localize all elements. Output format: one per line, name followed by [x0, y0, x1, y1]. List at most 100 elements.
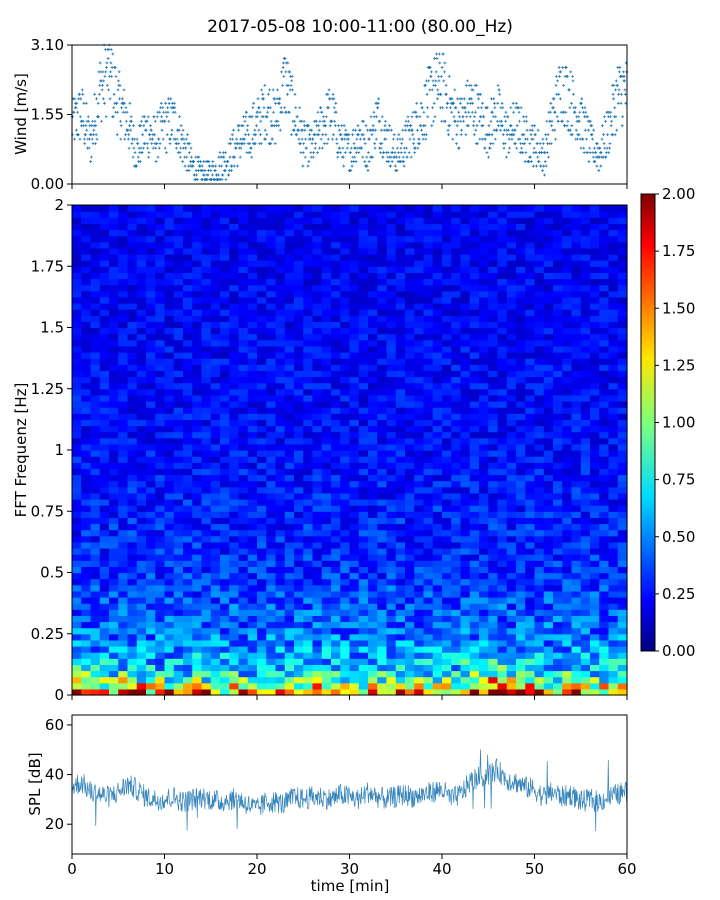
spectrogram-cell	[192, 205, 203, 212]
spectrogram-cell	[201, 670, 212, 678]
spectrogram-cell	[173, 401, 184, 408]
spectrogram-cell	[275, 303, 286, 310]
spectrogram-cell	[395, 309, 406, 316]
wind-point	[81, 119, 85, 123]
spectrogram-cell	[358, 682, 369, 690]
wind-point	[274, 101, 277, 105]
spectrogram-cell	[192, 345, 203, 353]
spectrogram-cell	[220, 437, 230, 445]
spectrogram-cell	[340, 229, 351, 237]
wind-point	[419, 101, 423, 105]
spectrogram-cell	[442, 333, 452, 341]
spectrogram-cell	[442, 229, 452, 237]
spectrogram-cell	[164, 505, 175, 512]
spectrogram-cell	[155, 358, 166, 365]
spectrogram-cell	[164, 315, 175, 322]
wind-point	[566, 119, 570, 123]
spectrogram-cell	[312, 474, 323, 482]
spectrogram-cell	[284, 425, 295, 433]
spectrogram-cell	[460, 670, 471, 678]
spectrogram-cell	[303, 505, 314, 512]
spectrogram-cell	[469, 535, 480, 543]
spectrogram-cell	[340, 327, 351, 335]
spectrogram-cell	[275, 321, 286, 329]
spectrogram-cell	[229, 229, 240, 237]
spectrogram-cell	[229, 474, 240, 482]
spectrogram-cell	[284, 450, 295, 457]
spectrogram-cell	[192, 541, 203, 549]
spectrogram-cell	[127, 296, 138, 304]
spectrogram-cell	[303, 646, 314, 653]
spectrogram-cell	[479, 688, 489, 696]
wind-point	[368, 137, 371, 141]
spectrogram-cell	[349, 394, 360, 402]
spectrogram-cell	[386, 266, 397, 273]
spectrogram-cell	[414, 223, 425, 231]
spectrogram-cell	[146, 450, 156, 457]
spectrogram-cell	[331, 290, 341, 298]
wind-point	[124, 119, 128, 123]
spectrogram-cell	[303, 603, 314, 610]
wind-point	[387, 128, 391, 132]
spectrogram-cell	[358, 505, 369, 512]
spectrogram-cell	[220, 247, 230, 255]
spectrogram-cell	[136, 474, 147, 482]
spectrogram-cell	[451, 413, 462, 420]
wind-point	[553, 110, 557, 114]
spectrogram-cell	[368, 241, 378, 249]
spectrogram-cell	[146, 535, 156, 543]
spectrogram-cell	[294, 419, 304, 427]
spectrogram-cell	[109, 529, 119, 537]
spectrogram-cell	[294, 541, 304, 549]
spectrogram-cell	[469, 621, 480, 629]
spectrogram-cell	[173, 688, 184, 696]
spectrogram-cell	[192, 633, 203, 641]
spectrogram-cell	[368, 284, 378, 292]
spectrogram-cell	[210, 425, 221, 433]
spectrogram-cell	[303, 517, 314, 525]
spectrogram-cell	[294, 407, 304, 414]
spectrogram-cell	[377, 211, 388, 218]
spectrogram-cell	[155, 217, 166, 224]
wind-point	[177, 142, 181, 146]
wind-point	[581, 110, 585, 114]
spectrogram-cell	[451, 266, 462, 273]
spectrogram-cell	[238, 658, 249, 665]
spectrogram-cell	[405, 205, 415, 212]
wind-point	[494, 115, 498, 119]
spectrogram-cell	[442, 443, 452, 451]
spectrogram-cell	[257, 327, 267, 335]
spectrogram-cell	[340, 382, 351, 390]
wind-point	[503, 128, 506, 132]
spectrogram-cell	[284, 321, 295, 329]
spectrogram-cell	[460, 597, 471, 604]
spectrogram-cell	[238, 597, 249, 604]
wind-point	[189, 146, 193, 150]
spectrogram-cell	[442, 505, 452, 512]
spectrogram-cell	[349, 658, 360, 665]
spectrogram-cell	[321, 548, 332, 555]
spectrogram-cell	[294, 529, 304, 537]
wind-point	[261, 115, 265, 119]
spectrogram-cell	[460, 468, 471, 476]
spectrogram-cell	[451, 425, 462, 433]
spectrogram-cell	[155, 321, 166, 329]
spectrogram-cell	[349, 572, 360, 580]
wind-point	[251, 137, 254, 141]
spectrogram-cell	[469, 492, 480, 500]
wind-point	[89, 160, 93, 163]
spectrogram-cell	[164, 235, 175, 243]
spectrogram-cell	[136, 627, 147, 635]
spectrogram-cell	[331, 682, 341, 690]
wind-point	[536, 128, 540, 132]
spectrogram-cell	[331, 492, 341, 500]
spectrogram-cell	[127, 535, 138, 543]
spectrogram-cell	[90, 394, 101, 402]
spectrogram-cell	[303, 560, 314, 567]
spectrogram-cell	[164, 468, 175, 476]
wind-point	[419, 124, 423, 128]
wind-point	[432, 119, 435, 123]
spectrogram-cell	[229, 450, 240, 457]
spectrogram-cell	[146, 590, 156, 598]
wind-point	[440, 66, 444, 69]
